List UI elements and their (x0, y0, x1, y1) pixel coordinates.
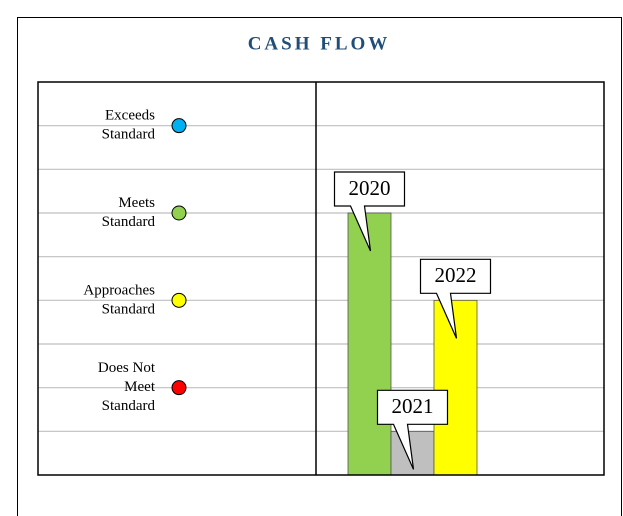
plot-area (38, 82, 604, 475)
callout-label: 2022 (435, 263, 477, 287)
level-label: Standard (102, 127, 156, 143)
level-dot (171, 380, 187, 396)
level-label: Standard (102, 398, 156, 414)
callout (419, 258, 492, 339)
level-label: Meet (124, 379, 156, 395)
callout (333, 171, 406, 252)
level-label: Does Not (98, 360, 156, 376)
level-label: Approaches (83, 282, 155, 298)
plot-border (37, 81, 605, 476)
chart-title: CASH FLOW (248, 33, 391, 54)
level-label: Standard (102, 301, 156, 317)
level-label: Meets (118, 195, 155, 211)
callout-label: 2020 (349, 176, 391, 200)
level-dot (171, 118, 187, 134)
bar (347, 212, 392, 476)
level-dot (171, 205, 187, 221)
level-dot (171, 292, 187, 308)
level-label: Exceeds (105, 108, 155, 124)
callout (376, 389, 449, 470)
level-label: Standard (102, 214, 156, 230)
callout-label: 2021 (392, 394, 434, 418)
